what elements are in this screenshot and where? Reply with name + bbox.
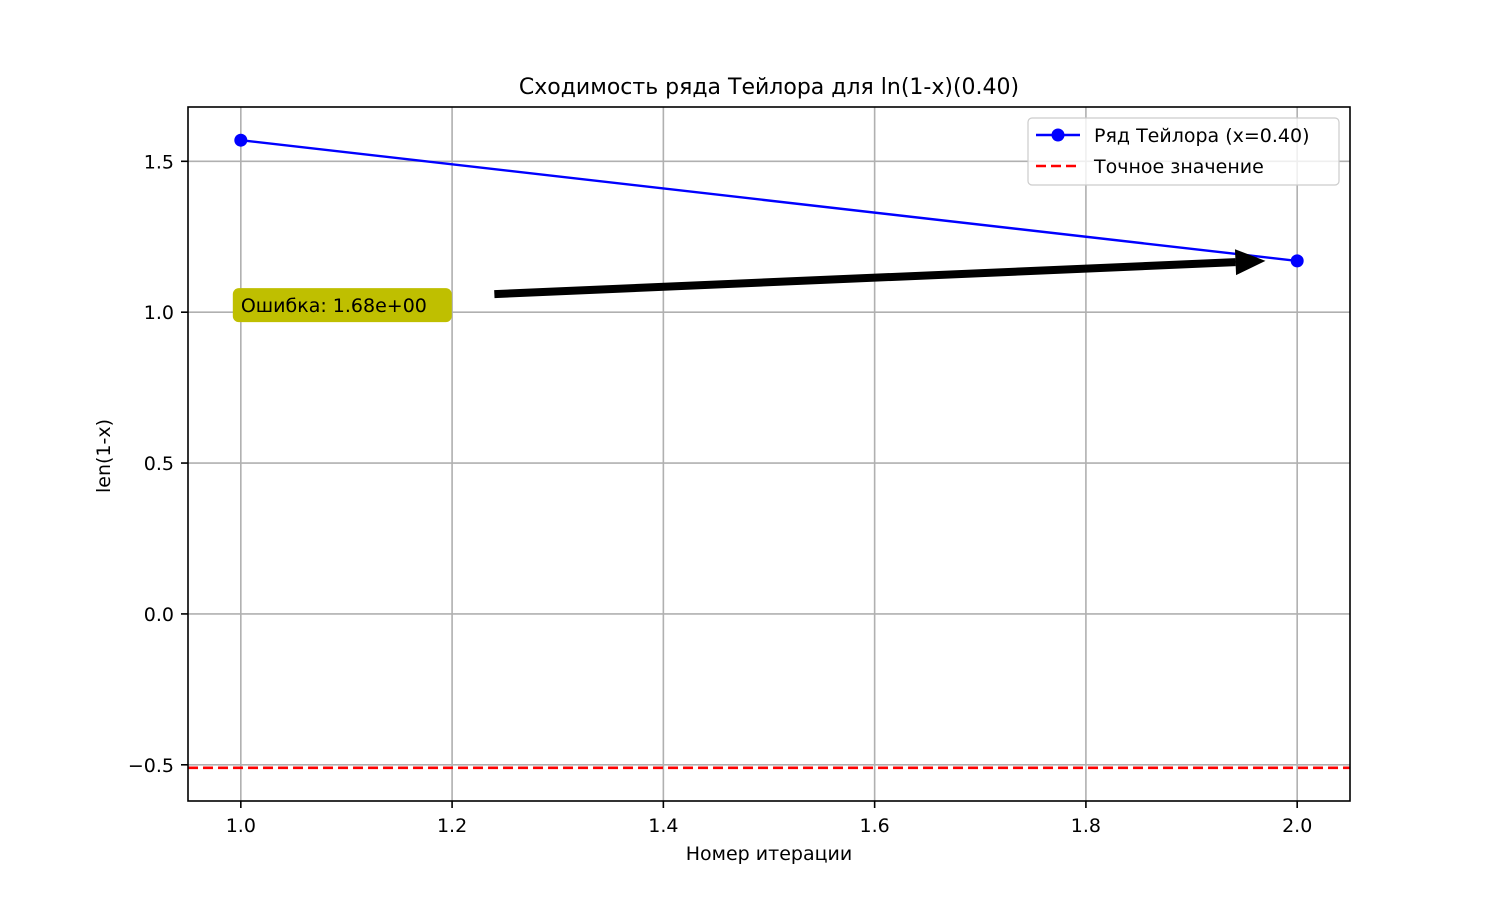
legend: Ряд Тейлора (x=0.40) Точное значение bbox=[1027, 117, 1340, 186]
data-point bbox=[234, 133, 248, 147]
plot-frame bbox=[187, 106, 1351, 802]
annotation-box bbox=[232, 288, 452, 323]
y-tick-label: −0.5 bbox=[128, 755, 174, 777]
legend-label: Ряд Тейлора (x=0.40) bbox=[1094, 125, 1310, 147]
annotation: Ошибка: 1.68e+00 bbox=[232, 249, 1266, 323]
legend-label: Точное значение bbox=[1093, 156, 1264, 178]
x-tick-label: 1.0 bbox=[226, 815, 256, 837]
annotation-arrow-head bbox=[1234, 249, 1266, 276]
y-tick-label: 1.5 bbox=[144, 151, 174, 173]
x-tick-label: 1.4 bbox=[648, 815, 678, 837]
chart-title: Сходимость ряда Тейлора для ln(1-x)(0.40… bbox=[519, 75, 1019, 100]
legend-box bbox=[1027, 117, 1340, 186]
x-tick-label: 1.2 bbox=[437, 815, 467, 837]
y-tick-label: 0.5 bbox=[144, 453, 174, 475]
x-tick-label: 2.0 bbox=[1282, 815, 1312, 837]
y-axis-label: len(1-x) bbox=[93, 419, 115, 493]
data-point bbox=[1290, 254, 1304, 268]
plot-area bbox=[188, 133, 1350, 770]
y-tick-label: 0.0 bbox=[144, 604, 174, 626]
legend-marker bbox=[1051, 128, 1065, 142]
x-tick-label: 1.6 bbox=[860, 815, 890, 837]
x-ticks: 1.0 1.2 1.4 1.6 1.8 2.0 bbox=[226, 801, 1312, 837]
annotation-text: Ошибка: 1.68e+00 bbox=[241, 295, 427, 317]
taylor-series-line bbox=[240, 138, 1298, 263]
grid bbox=[188, 107, 1350, 801]
y-ticks: −0.5 0.0 0.5 1.0 1.5 bbox=[128, 151, 188, 777]
x-tick-label: 1.8 bbox=[1071, 815, 1101, 837]
y-tick-label: 1.0 bbox=[144, 302, 174, 324]
annotation-arrow-shaft bbox=[494, 258, 1236, 299]
x-axis-label: Номер итерации bbox=[686, 843, 852, 865]
